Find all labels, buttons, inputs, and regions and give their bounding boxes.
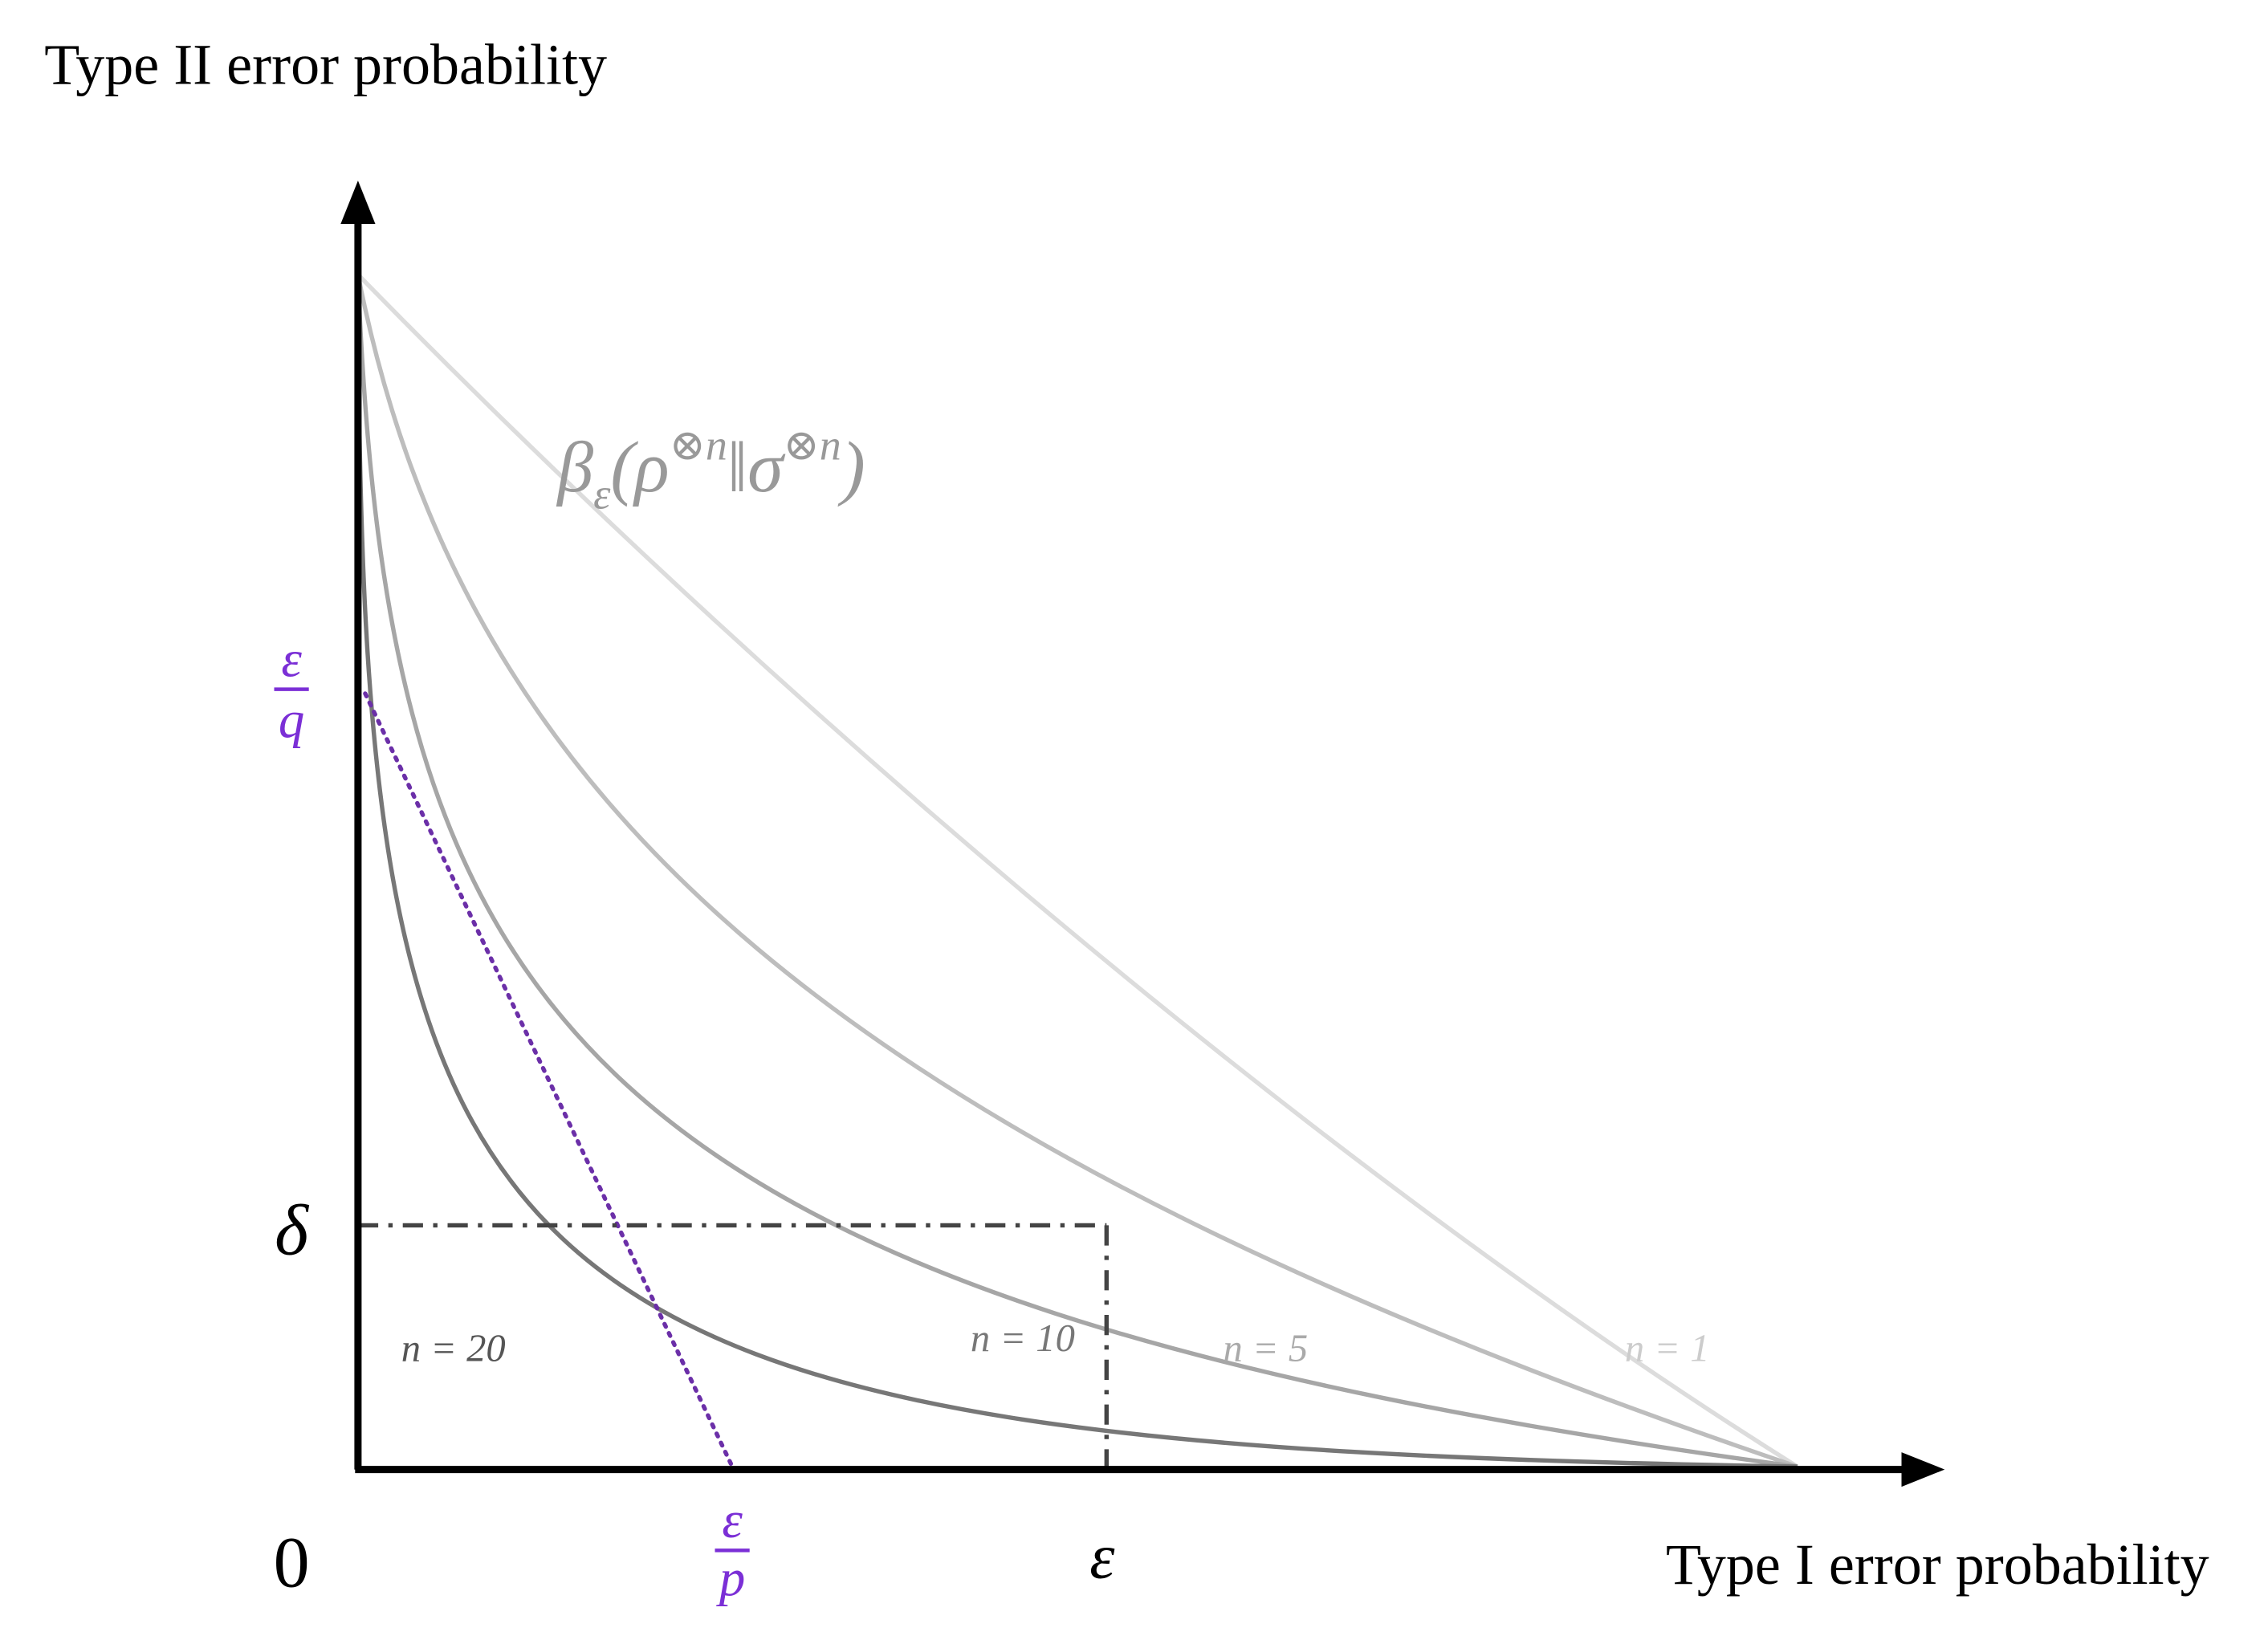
- eps-p-denominator: p: [716, 1549, 745, 1607]
- eps-q-denominator: q: [279, 691, 304, 749]
- formula-part: β: [556, 428, 593, 507]
- formula-part: ε: [593, 470, 611, 519]
- formula-part: (ρ: [610, 428, 669, 507]
- delta-label: δ: [275, 1190, 310, 1270]
- x-axis-label: Type I error probability: [1666, 1532, 2209, 1597]
- curve-n1: [356, 273, 1799, 1469]
- curve-label: n = 20: [401, 1327, 506, 1370]
- origin-label: 0: [274, 1523, 310, 1602]
- curve-n20: [356, 277, 1798, 1469]
- curve-label: n = 10: [971, 1316, 1075, 1360]
- eps-label: ε: [1089, 1522, 1115, 1593]
- curve-n10: [356, 277, 1798, 1469]
- tangent-line: [363, 691, 735, 1469]
- formula-part: ⊗n: [783, 421, 841, 469]
- formula-part: ): [837, 428, 865, 507]
- y-axis-label: Type II error probability: [44, 32, 607, 96]
- formula-part: ‖σ: [727, 428, 786, 507]
- eps-p-numerator: ε: [722, 1491, 743, 1549]
- formula-part: ⊗n: [670, 421, 727, 469]
- curve-label: n = 5: [1223, 1327, 1308, 1370]
- curve-formula: βε(ρ⊗n‖σ⊗n): [556, 421, 865, 518]
- eps-q-numerator: ε: [281, 630, 302, 688]
- curve-n5: [356, 274, 1798, 1469]
- curve-label: n = 1: [1625, 1327, 1710, 1370]
